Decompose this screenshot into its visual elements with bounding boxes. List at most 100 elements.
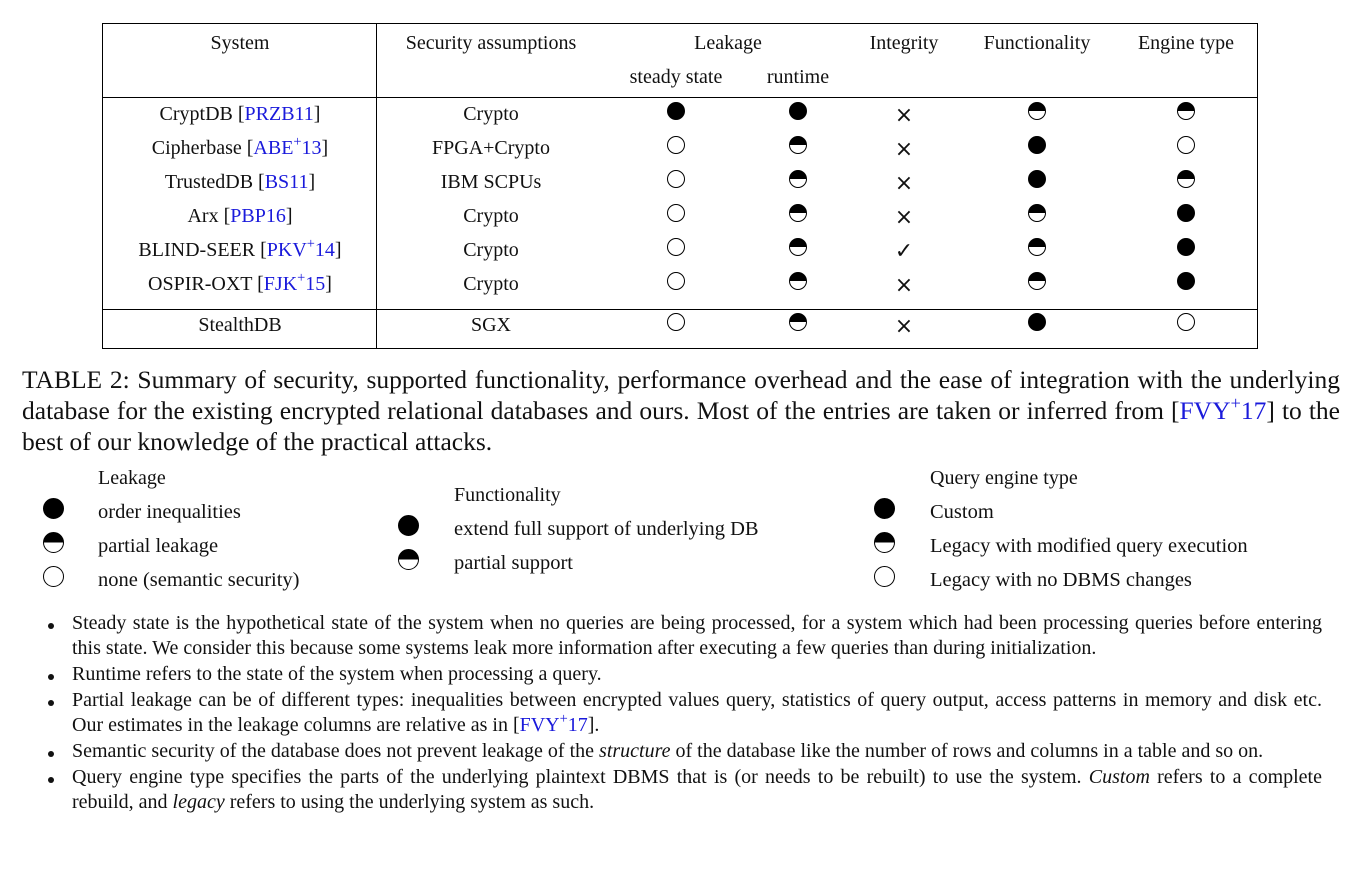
citation-key: ABE [253,137,294,159]
note-text: Partial leakage can be of different type… [72,689,1322,736]
steady-cell [667,170,685,188]
runtime-full-circle-icon [789,102,807,120]
integrity-cell: × [895,173,913,195]
steady-none-circle-icon [667,238,685,256]
security-assumption-cell: Crypto [463,205,519,227]
functionality-cell [1028,313,1046,331]
runtime-cell [789,170,807,188]
note-engine-type: Query engine type specifies the parts of… [46,765,1322,815]
note-runtime: Runtime refers to the state of the syste… [46,662,1322,687]
citation-link[interactable]: FVY+17 [1179,392,1267,425]
engine-half-circle-icon [1177,102,1195,120]
cross-icon: × [894,205,914,230]
citation-year: 17 [567,714,588,736]
runtime-half-circle-icon [789,313,807,331]
functionality-cell [1028,170,1046,188]
check-icon: ✓ [894,239,914,264]
integrity-cell: × [895,207,913,229]
engine-cell [1177,102,1195,120]
system-name: OSPIR-OXT [ [148,273,264,295]
runtime-cell [789,136,807,154]
engine-full-circle-icon [1177,272,1195,290]
engine-cell [1177,313,1195,331]
notes-list: Steady state is the hypothetical state o… [46,611,1322,816]
citation-year: 14 [314,239,335,261]
legend-engine-title: Query engine type [930,467,1078,489]
header-leakage: Leakage [694,32,762,54]
steady-none-circle-icon [667,313,685,331]
citation-year: 15 [305,273,326,295]
citation-link[interactable]: PKV+14 [267,236,335,261]
note-text: Steady state is the hypothetical state o… [72,612,1322,659]
half-circle-icon [43,532,64,553]
legend-engine-none-circle-icon [874,566,895,587]
citation-plus: + [1230,392,1241,413]
runtime-half-circle-icon [789,238,807,256]
bracket: ] [308,171,316,193]
legend-engine-half-circle-icon [874,532,895,553]
functionality-full-circle-icon [1028,136,1046,154]
header-integrity: Integrity [869,32,939,54]
citation-link[interactable]: PRZB11 [245,103,314,125]
caption-text: TABLE 2: Summary of security, supported … [22,365,1340,425]
citation-key: BS11 [264,171,309,193]
note-text: Semantic security of the database does n… [72,740,600,762]
functionality-cell [1028,272,1046,290]
citation-key: FVY [1179,396,1231,425]
steady-cell [667,204,685,222]
runtime-cell [789,313,807,331]
runtime-half-circle-icon [789,204,807,222]
note-semantic-security: Semantic security of the database does n… [46,739,1322,764]
system-name-cell: OSPIR-OXT [FJK+15] [148,271,332,295]
functionality-cell [1028,102,1046,120]
note-steady-state: Steady state is the hypothetical state o… [46,611,1322,661]
note-emphasis: structure [599,740,671,762]
legend-functionality-label: extend full support of underlying DB [454,518,759,540]
system-name: Arx [ [187,205,231,227]
citation-key: PBP16 [230,205,286,227]
security-assumption-cell: FPGA+Crypto [432,137,550,159]
runtime-cell [789,102,807,120]
system-name: TrustedDB [ [164,171,265,193]
legend-functionality-title: Functionality [454,484,561,506]
runtime-half-circle-icon [789,272,807,290]
steady-full-circle-icon [667,102,685,120]
security-assumption-cell: SGX [470,314,512,336]
citation-link[interactable]: PBP16 [230,205,286,227]
legend-engine-label: Custom [930,501,994,523]
citation-link[interactable]: BS11 [265,171,309,193]
note-emphasis: legacy [172,791,225,813]
engine-full-circle-icon [1177,204,1195,222]
security-assumption-cell: Crypto [463,103,519,125]
engine-cell [1177,204,1195,222]
functionality-half-circle-icon [1028,238,1046,256]
legend-leakage-none-circle-icon [43,566,64,587]
citation-link[interactable]: ABE+13 [253,135,321,159]
engine-cell [1177,136,1195,154]
citation-year: 17 [1240,396,1267,425]
caption-text-end: ] to the best of our knowledge of the pr… [22,396,1340,456]
citation-link[interactable]: FJK+15 [264,271,326,295]
comparison-table: System Security assumptions Leakage Inte… [102,23,1258,349]
legend-leakage-half-circle-icon [43,532,64,553]
system-name-cell: CryptDB [PRZB11] [160,103,321,125]
citation-plus: + [306,236,315,253]
runtime-half-circle-icon [789,170,807,188]
half-circle-icon [398,549,419,570]
functionality-half-circle-icon [1028,272,1046,290]
system-name-cell: TrustedDB [BS11] [165,171,315,193]
system-name: StealthDB [198,314,282,336]
system-name: CryptDB [ [159,103,245,125]
citation-link[interactable]: FVY+17 [520,712,588,736]
legend-functionality-half-circle-icon [398,549,419,570]
legend-functionality-label: partial support [454,552,573,574]
legend-engine-full-circle-icon [874,498,895,519]
integrity-cell: × [895,316,913,338]
bracket: ] [285,205,293,227]
header-functionality: Functionality [983,32,1091,54]
functionality-cell [1028,136,1046,154]
none-circle-icon [874,566,895,587]
engine-none-circle-icon [1177,136,1195,154]
security-assumption-cell: Crypto [463,239,519,261]
legend-leakage-full-circle-icon [43,498,64,519]
